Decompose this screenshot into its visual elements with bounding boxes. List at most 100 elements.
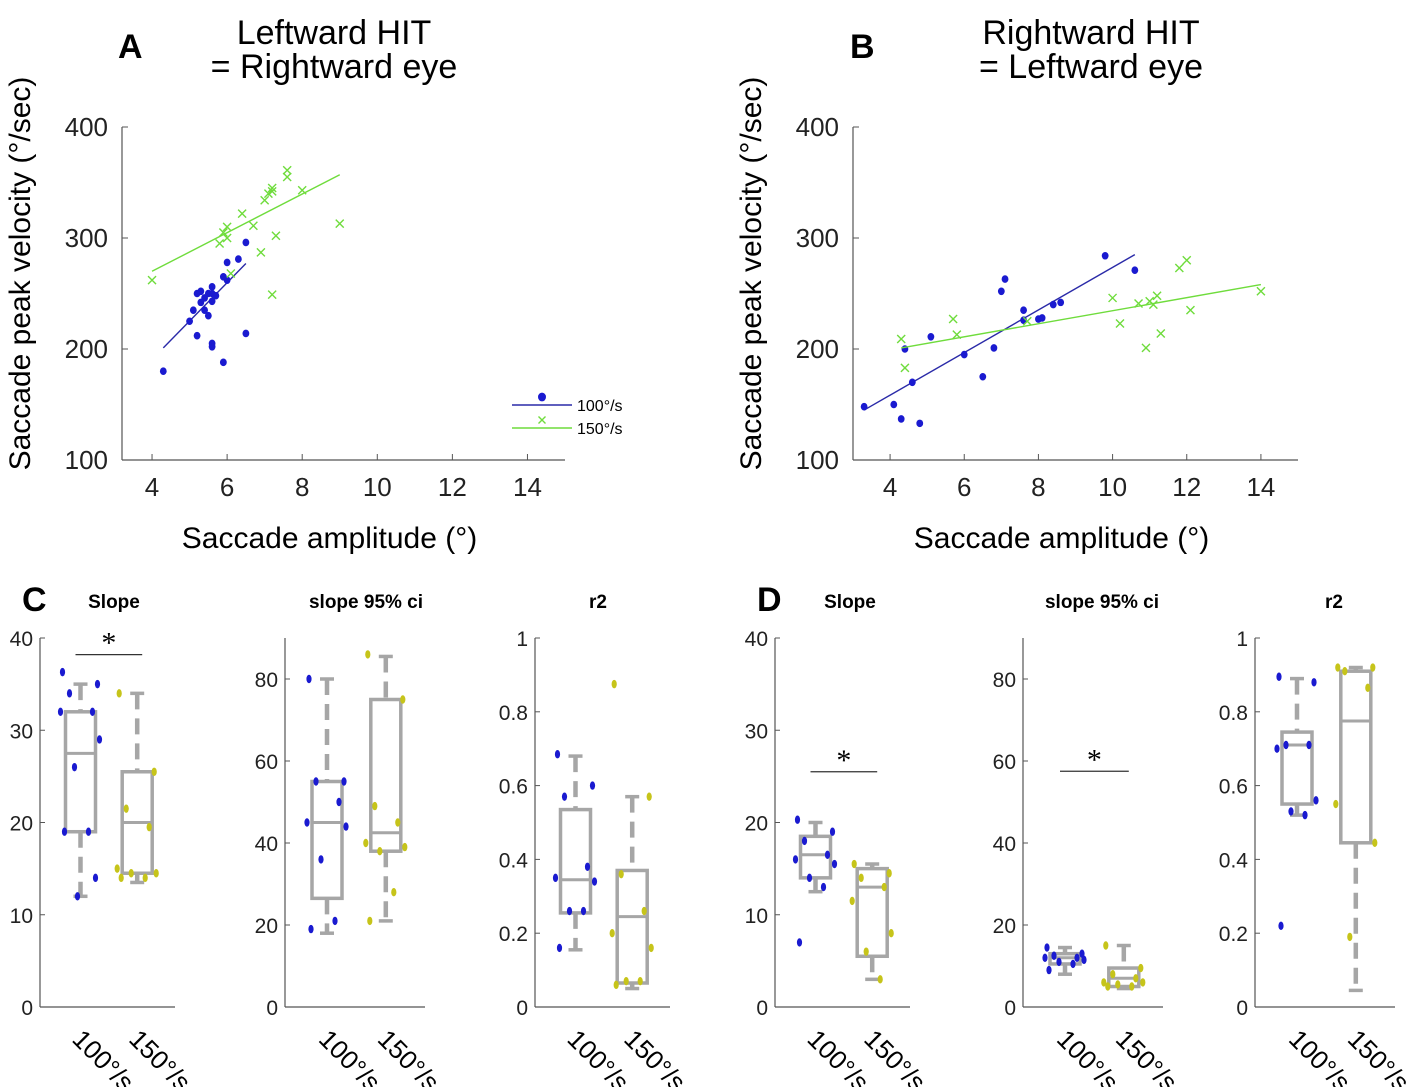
y-tick-label: 30 <box>745 720 768 743</box>
data-point <box>641 906 647 916</box>
data-point <box>623 976 629 986</box>
data-point <box>896 334 906 344</box>
data-point <box>1129 982 1135 991</box>
box-150 <box>609 679 654 991</box>
data-point <box>863 947 869 956</box>
legend-marker <box>538 416 546 424</box>
data-point <box>1101 978 1107 987</box>
y-tick-label: 0.4 <box>499 849 529 872</box>
box-150 <box>363 650 408 926</box>
data-point <box>1110 970 1116 979</box>
data-point <box>618 869 624 879</box>
data-point <box>363 838 369 848</box>
data-point <box>74 892 81 901</box>
data-point <box>94 679 101 689</box>
data-point <box>1134 298 1144 308</box>
data-point <box>1133 974 1139 983</box>
data-point <box>66 689 73 698</box>
y-tick-label: 80 <box>255 669 278 692</box>
scatter-panel-B: B Rightward HIT= Leftward eye 4 6 8 10 12 14 100… <box>735 14 1298 555</box>
data-point <box>114 864 120 873</box>
data-point <box>1115 318 1125 328</box>
data-point <box>820 882 827 892</box>
data-point <box>208 342 216 351</box>
data-point <box>1074 953 1080 962</box>
data-point <box>318 855 324 864</box>
x-axis-label: Saccade amplitude (°) <box>182 522 477 555</box>
fit-line <box>151 174 341 272</box>
data-point <box>1105 982 1111 991</box>
data-point <box>343 822 349 831</box>
data-point <box>881 882 887 892</box>
data-point <box>1182 255 1192 265</box>
y-tick-label: 1 <box>1236 628 1248 651</box>
x-tick-label: 14 <box>513 472 542 502</box>
data-point <box>226 269 236 279</box>
panel-title-line: Rightward HIT <box>982 14 1199 52</box>
data-point <box>1049 300 1057 309</box>
data-point <box>237 209 247 219</box>
x-tick-label: 12 <box>1172 472 1201 502</box>
data-point <box>146 822 152 832</box>
data-point <box>335 219 345 229</box>
category-label: 100°/s <box>67 1024 141 1087</box>
panel-letter: D <box>757 581 782 619</box>
y-tick-label: 100 <box>65 445 108 475</box>
x-axis-label: Saccade amplitude (°) <box>914 522 1209 555</box>
data-point <box>858 873 864 883</box>
data-point <box>1115 980 1121 989</box>
data-point <box>267 186 277 196</box>
panel-title: slope 95% ci <box>309 592 423 613</box>
y-tick-label: 100 <box>796 445 839 475</box>
data-point <box>792 855 799 864</box>
data-point <box>96 735 103 744</box>
category-label: 100°/s <box>562 1024 636 1087</box>
significance-star: * <box>101 627 116 660</box>
category-label: 100°/s <box>1283 1024 1357 1087</box>
data-point <box>282 165 292 175</box>
data-point <box>997 287 1005 296</box>
data-point <box>297 185 307 195</box>
data-point <box>1347 932 1353 942</box>
y-tick-label: 300 <box>796 223 839 253</box>
box-iqr <box>63 710 98 834</box>
x-tick-label: 10 <box>363 472 392 502</box>
panel-title: r2 <box>589 592 607 613</box>
box-150 <box>114 689 159 885</box>
box-100 <box>1042 943 1087 976</box>
data-point <box>256 247 266 257</box>
box-150 <box>1101 941 1146 991</box>
data-point <box>824 850 831 859</box>
y-tick-label: 200 <box>796 334 839 364</box>
data-point <box>234 255 242 263</box>
box-iqr <box>798 834 833 880</box>
data-point <box>952 330 962 340</box>
data-point <box>1185 305 1195 315</box>
data-point <box>377 847 383 856</box>
data-point <box>796 938 803 947</box>
y-tick-label: 40 <box>993 833 1016 856</box>
y-tick-label: 0 <box>756 997 768 1020</box>
data-point <box>208 297 216 306</box>
y-tick-label: 400 <box>65 112 108 142</box>
panel-title: r2 <box>1325 592 1343 613</box>
data-point <box>1156 328 1166 338</box>
y-tick-label: 30 <box>10 720 33 743</box>
box-iqr <box>369 697 403 853</box>
data-point <box>1283 740 1289 750</box>
x-tick-label: 12 <box>438 472 467 502</box>
data-point <box>1311 678 1317 687</box>
y-tick-label: 20 <box>255 915 278 938</box>
data-point <box>186 317 193 326</box>
panel-title: Slope <box>88 592 140 613</box>
data-point <box>1278 921 1284 931</box>
x-tick-label: 14 <box>1246 472 1275 502</box>
data-point <box>400 695 406 704</box>
data-point <box>193 331 201 340</box>
data-point <box>552 873 559 883</box>
box-100 <box>1274 672 1319 931</box>
y-tick-label: 0.6 <box>1219 776 1248 799</box>
x-tick-label: 4 <box>145 472 159 502</box>
data-point <box>646 792 652 801</box>
